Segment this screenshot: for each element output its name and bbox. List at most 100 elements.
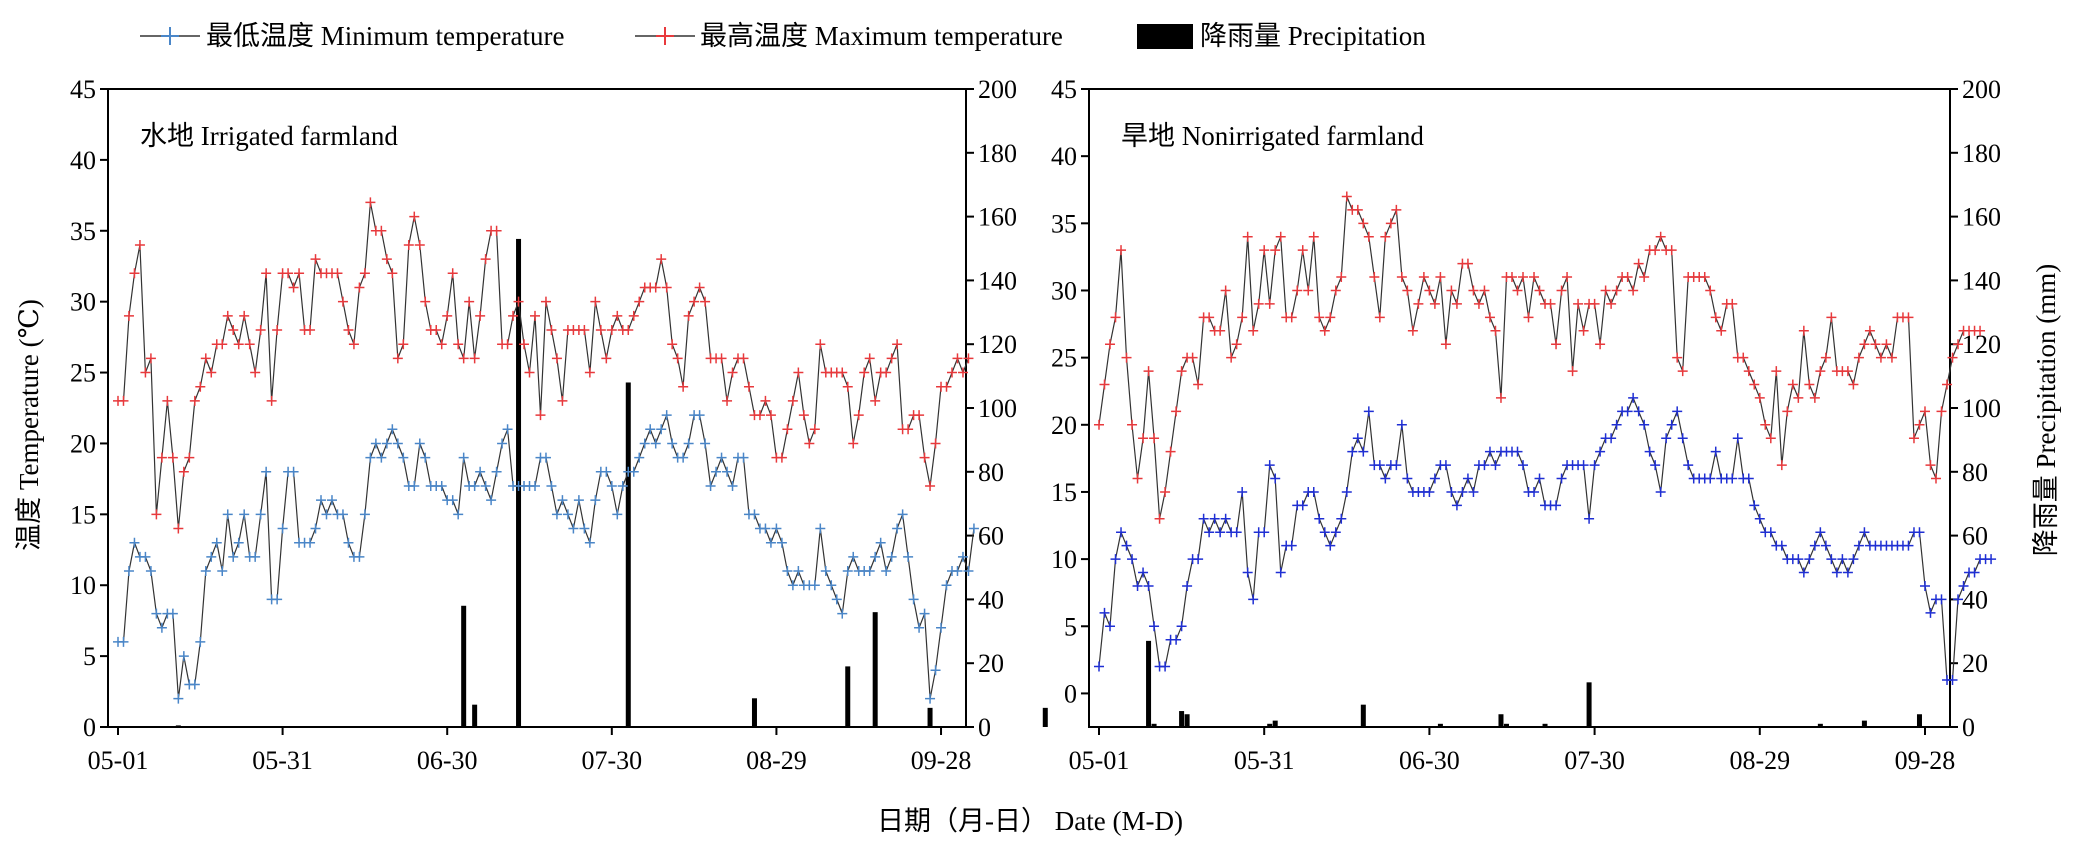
max-temp-point	[579, 325, 590, 336]
min-temp-point	[1132, 580, 1143, 591]
max-temp-point	[1116, 245, 1127, 256]
y-tick-label-right: 200	[1962, 75, 2001, 104]
min-temp-point	[1826, 554, 1837, 565]
min-temp-point	[963, 566, 974, 577]
max-temp-point	[1231, 339, 1242, 350]
min-temp-point	[1429, 473, 1440, 484]
max-temp-point	[123, 310, 134, 321]
min-temp-point	[233, 537, 244, 548]
min-temp-point	[1270, 473, 1281, 484]
max-temp-point	[145, 353, 156, 364]
y-tick-label-right: 140	[978, 266, 1017, 295]
max-temp-point	[1760, 419, 1771, 430]
min-temp-point	[771, 523, 782, 534]
max-temp-point	[957, 367, 968, 378]
min-temp-point	[1589, 460, 1600, 471]
x-tick-label: 09-28	[1895, 746, 1956, 775]
max-temp-point	[1330, 285, 1341, 296]
max-temp-point	[1881, 339, 1892, 350]
max-temp-point	[1743, 366, 1754, 377]
min-temp-point	[1633, 406, 1644, 417]
min-temp-point	[1286, 540, 1297, 551]
min-temp-point	[908, 594, 919, 605]
max-temp-point	[793, 367, 804, 378]
min-temp-point	[272, 594, 283, 605]
min-temp-point	[590, 495, 601, 506]
min-temp-point	[650, 438, 661, 449]
max-temp-point	[1468, 285, 1479, 296]
max-temp-point	[694, 282, 705, 293]
precip-bar	[625, 382, 631, 727]
max-temp-point	[1143, 366, 1154, 377]
y-tick-label-left: 25	[1051, 344, 1077, 373]
max-temp-point	[1165, 446, 1176, 457]
max-temp-point	[1440, 339, 1451, 350]
max-temp-point	[848, 438, 859, 449]
y-tick-label-right: 180	[1962, 139, 2001, 168]
max-temp-point	[1875, 352, 1886, 363]
max-temp-point	[1154, 513, 1165, 524]
min-temp-point	[1193, 554, 1204, 565]
min-temp-point	[1853, 540, 1864, 551]
max-temp-point	[1589, 298, 1600, 309]
y-tick-label-right: 120	[978, 330, 1017, 359]
precip-bar	[1179, 711, 1185, 727]
min-temp-point	[1127, 554, 1138, 565]
min-temp-point	[195, 636, 206, 647]
max-temp-point	[903, 424, 914, 435]
min-temp-point	[793, 566, 804, 577]
max-temp-point	[458, 353, 469, 364]
max-temp-point	[222, 310, 233, 321]
max-temp-point	[250, 367, 261, 378]
max-temp-point	[1490, 325, 1501, 336]
max-temp-point	[464, 296, 475, 307]
min-temp-point	[1352, 433, 1363, 444]
max-temp-point	[140, 367, 151, 378]
max-temp-point	[1336, 272, 1347, 283]
precip-bar	[1586, 682, 1592, 727]
max-temp-point	[1655, 231, 1666, 242]
max-temp-point	[1523, 312, 1534, 323]
max-temp-point	[1204, 312, 1215, 323]
min-temp-point	[875, 537, 886, 548]
y-tick-label-left: 35	[70, 217, 96, 246]
min-temp-point	[897, 509, 908, 520]
min-temp-point	[1176, 621, 1187, 632]
max-temp-point	[151, 509, 162, 520]
y-tick-label-right: 60	[978, 522, 1004, 551]
max-temp-point	[1793, 392, 1804, 403]
min-temp-point	[727, 480, 738, 491]
max-temp-point	[540, 296, 551, 307]
max-temp-point	[1473, 298, 1484, 309]
min-temp-point	[925, 693, 936, 704]
max-temp-point	[1127, 419, 1138, 430]
max-temp-point	[700, 296, 711, 307]
max-temp-point	[1975, 325, 1986, 336]
min-temp-point	[376, 452, 387, 463]
max-temp-point	[1402, 285, 1413, 296]
min-temp-point	[1793, 554, 1804, 565]
min-temp-point	[255, 509, 266, 520]
min-temp-point	[639, 438, 650, 449]
max-temp-point	[442, 310, 453, 321]
min-temp-point	[1732, 433, 1743, 444]
max-temp-point	[1121, 352, 1132, 363]
y-tick-label-left: 40	[1051, 142, 1077, 171]
min-temp-point	[1171, 634, 1182, 645]
min-temp-point	[414, 438, 425, 449]
max-temp-point	[1264, 298, 1275, 309]
min-temp-point	[1462, 473, 1473, 484]
max-temp-point	[1226, 352, 1237, 363]
max-temp-point	[656, 254, 667, 265]
min-temp-point	[1149, 621, 1160, 632]
max-temp-point	[1864, 325, 1875, 336]
min-temp-point	[1451, 500, 1462, 511]
min-temp-point	[1182, 580, 1193, 591]
max-temp-point	[129, 268, 140, 279]
min-temp-point	[156, 622, 167, 633]
min-temp-point	[337, 509, 348, 520]
x-axis-title: 日期（月-日） Date (M-D)	[877, 806, 1183, 836]
max-temp-point	[409, 211, 420, 222]
max-temp-point	[469, 353, 480, 364]
min-temp-point	[1215, 527, 1226, 538]
